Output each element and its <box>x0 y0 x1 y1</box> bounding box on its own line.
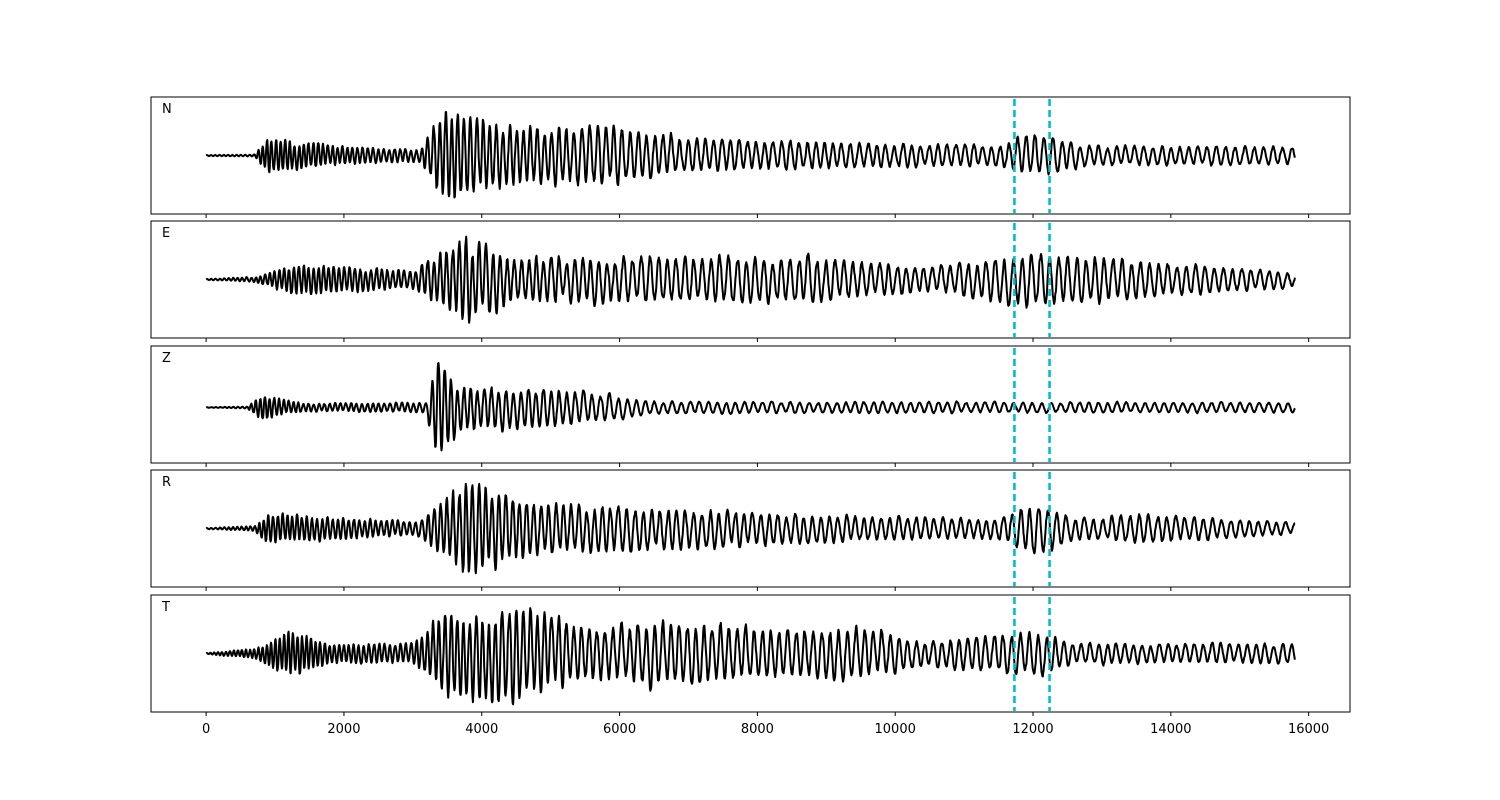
panel-t: T <box>150 594 1351 716</box>
panel-frame <box>150 220 1351 339</box>
panel-frame <box>150 594 1351 713</box>
panel-frame <box>150 469 1351 588</box>
waveform-n <box>205 111 1296 199</box>
panel-z: Z <box>150 345 1351 467</box>
panel-frame <box>150 345 1351 464</box>
x-tick-label: 16000 <box>1288 722 1329 737</box>
panel-n: N <box>150 96 1351 218</box>
x-tick-label: 8000 <box>741 722 774 737</box>
panel-frame <box>150 96 1351 215</box>
x-tick-label: 4000 <box>465 722 498 737</box>
x-axis: 0 2000 4000 6000 8000 10000 12000 14000 16000 <box>202 722 1329 737</box>
x-tick-label: 14000 <box>1150 722 1191 737</box>
panels-group: N E Z R T <box>150 96 1351 716</box>
x-tick-label: 0 <box>202 722 210 737</box>
panel-r: R <box>150 469 1351 591</box>
panel-e: E <box>150 220 1351 342</box>
waveform-t <box>205 607 1296 706</box>
x-tick-label: 6000 <box>603 722 636 737</box>
waveform-z <box>205 362 1296 452</box>
waveform-r <box>205 482 1296 575</box>
component-label-t: T <box>161 600 170 615</box>
x-tick-label: 2000 <box>327 722 360 737</box>
x-tick-label: 12000 <box>1012 722 1053 737</box>
component-label-n: N <box>162 102 172 117</box>
x-tick-label: 10000 <box>875 722 916 737</box>
component-label-r: R <box>162 475 171 490</box>
component-label-e: E <box>162 226 170 241</box>
component-label-z: Z <box>162 351 171 366</box>
waveform-e <box>205 235 1296 324</box>
